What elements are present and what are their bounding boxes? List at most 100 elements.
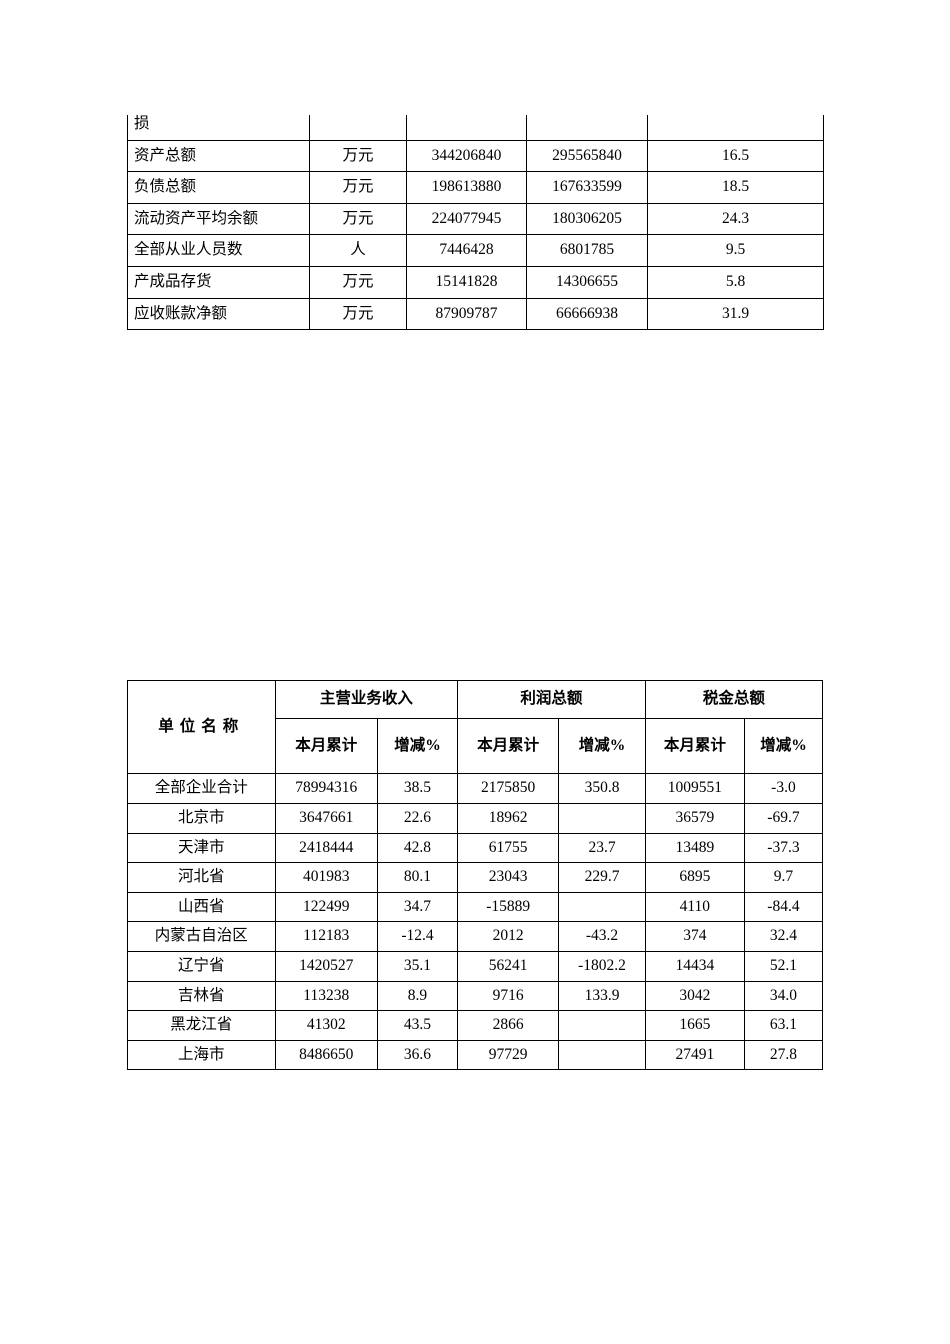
table-row: 山西省12249934.7-15889 4110-84.4 [128,892,823,922]
table-cell: 1420527 [275,951,377,981]
table-cell: 负债总额 [128,172,310,204]
table-cell: 35.1 [377,951,457,981]
table-row: 全部从业人员数人744642868017859.5 [128,235,824,267]
table-cell: 9.7 [744,863,822,893]
table-cell: 13489 [645,833,744,863]
table-cell: -12.4 [377,922,457,952]
table-cell: 43.5 [377,1011,457,1041]
table-cell: -69.7 [744,803,822,833]
table-cell: 87909787 [407,298,527,330]
table-cell: 北京市 [128,803,276,833]
table-cell: 河北省 [128,863,276,893]
table-cell: 401983 [275,863,377,893]
table-cell: 18.5 [648,172,824,204]
table-cell: 黑龙江省 [128,1011,276,1041]
table-cell: 52.1 [744,951,822,981]
table-cell: 2175850 [458,774,559,804]
table-cell: 198613880 [407,172,527,204]
table-cell: -3.0 [744,774,822,804]
table-row: 产成品存货万元15141828143066555.8 [128,266,824,298]
table-cell: 1009551 [645,774,744,804]
table-cell: 15141828 [407,266,527,298]
table-cell: 133.9 [559,981,645,1011]
table-cell: 80.1 [377,863,457,893]
table-row: 损 [128,115,824,140]
table-cell: 山西省 [128,892,276,922]
table-cell: 3042 [645,981,744,1011]
table-cell: 229.7 [559,863,645,893]
table-row: 吉林省1132388.99716133.9304234.0 [128,981,823,1011]
col-group-tax: 税金总额 [645,681,822,719]
table-cell: 32.4 [744,922,822,952]
table-cell: -15889 [458,892,559,922]
table-cell: -37.3 [744,833,822,863]
table-cell: 万元 [310,203,407,235]
table-cell: -1802.2 [559,951,645,981]
table-cell: 辽宁省 [128,951,276,981]
table-cell: 374 [645,922,744,952]
table-cell: 14434 [645,951,744,981]
table-cell: 34.7 [377,892,457,922]
table-row: 应收账款净额万元879097876666693831.9 [128,298,824,330]
table-cell: 23043 [458,863,559,893]
table-cell [407,115,527,140]
table-cell: 36579 [645,803,744,833]
table-cell: 4110 [645,892,744,922]
table-cell: 万元 [310,298,407,330]
table-cell: 63.1 [744,1011,822,1041]
table-row: 黑龙江省4130243.52866166563.1 [128,1011,823,1041]
table-cell: 295565840 [527,140,648,172]
table-cell: 2418444 [275,833,377,863]
col-unit-name: 单位名称 [128,681,276,774]
table-cell: 9716 [458,981,559,1011]
table-cell: 9.5 [648,235,824,267]
table-cell: 97729 [458,1040,559,1070]
table-cell [527,115,648,140]
table-row: 上海市848665036.6977292749127.8 [128,1040,823,1070]
table-cell: 18962 [458,803,559,833]
table-cell: 61755 [458,833,559,863]
table-cell: 应收账款净额 [128,298,310,330]
table-cell: 全部从业人员数 [128,235,310,267]
table-cell: 7446428 [407,235,527,267]
table-cell: -84.4 [744,892,822,922]
table-cell: 167633599 [527,172,648,204]
table-cell: 41302 [275,1011,377,1041]
table-cell: 27.8 [744,1040,822,1070]
summary-table: 损资产总额万元34420684029556584016.5负债总额万元19861… [127,115,824,330]
table-cell: 23.7 [559,833,645,863]
table-cell: 6895 [645,863,744,893]
col-group-profit: 利润总额 [458,681,646,719]
table-row: 负债总额万元19861388016763359918.5 [128,172,824,204]
table-cell: 2012 [458,922,559,952]
table-cell: 3647661 [275,803,377,833]
table-cell: 122499 [275,892,377,922]
table-cell: 16.5 [648,140,824,172]
table-cell: -43.2 [559,922,645,952]
table-cell: 人 [310,235,407,267]
table-cell: 24.3 [648,203,824,235]
col-profit-pct: 增减% [559,718,645,774]
table-row: 天津市241844442.86175523.713489-37.3 [128,833,823,863]
col-profit-cum: 本月累计 [458,718,559,774]
table-row: 全部企业合计7899431638.52175850350.81009551-3.… [128,774,823,804]
table-cell: 内蒙古自治区 [128,922,276,952]
col-rev-cum: 本月累计 [275,718,377,774]
table-row: 内蒙古自治区112183-12.42012-43.237432.4 [128,922,823,952]
table-cell [559,803,645,833]
table-cell: 56241 [458,951,559,981]
table-cell: 8.9 [377,981,457,1011]
col-group-revenue: 主营业务收入 [275,681,457,719]
table-cell: 224077945 [407,203,527,235]
table-cell: 资产总额 [128,140,310,172]
table-cell: 6801785 [527,235,648,267]
table-cell [648,115,824,140]
table-cell: 34.0 [744,981,822,1011]
table-cell [559,1011,645,1041]
table-cell: 产成品存货 [128,266,310,298]
table-cell: 344206840 [407,140,527,172]
table-cell: 27491 [645,1040,744,1070]
table-cell: 8486650 [275,1040,377,1070]
regional-table: 单位名称 主营业务收入 利润总额 税金总额 本月累计 增减% 本月累计 增减% … [127,680,823,1070]
table-row: 河北省40198380.123043229.768959.7 [128,863,823,893]
